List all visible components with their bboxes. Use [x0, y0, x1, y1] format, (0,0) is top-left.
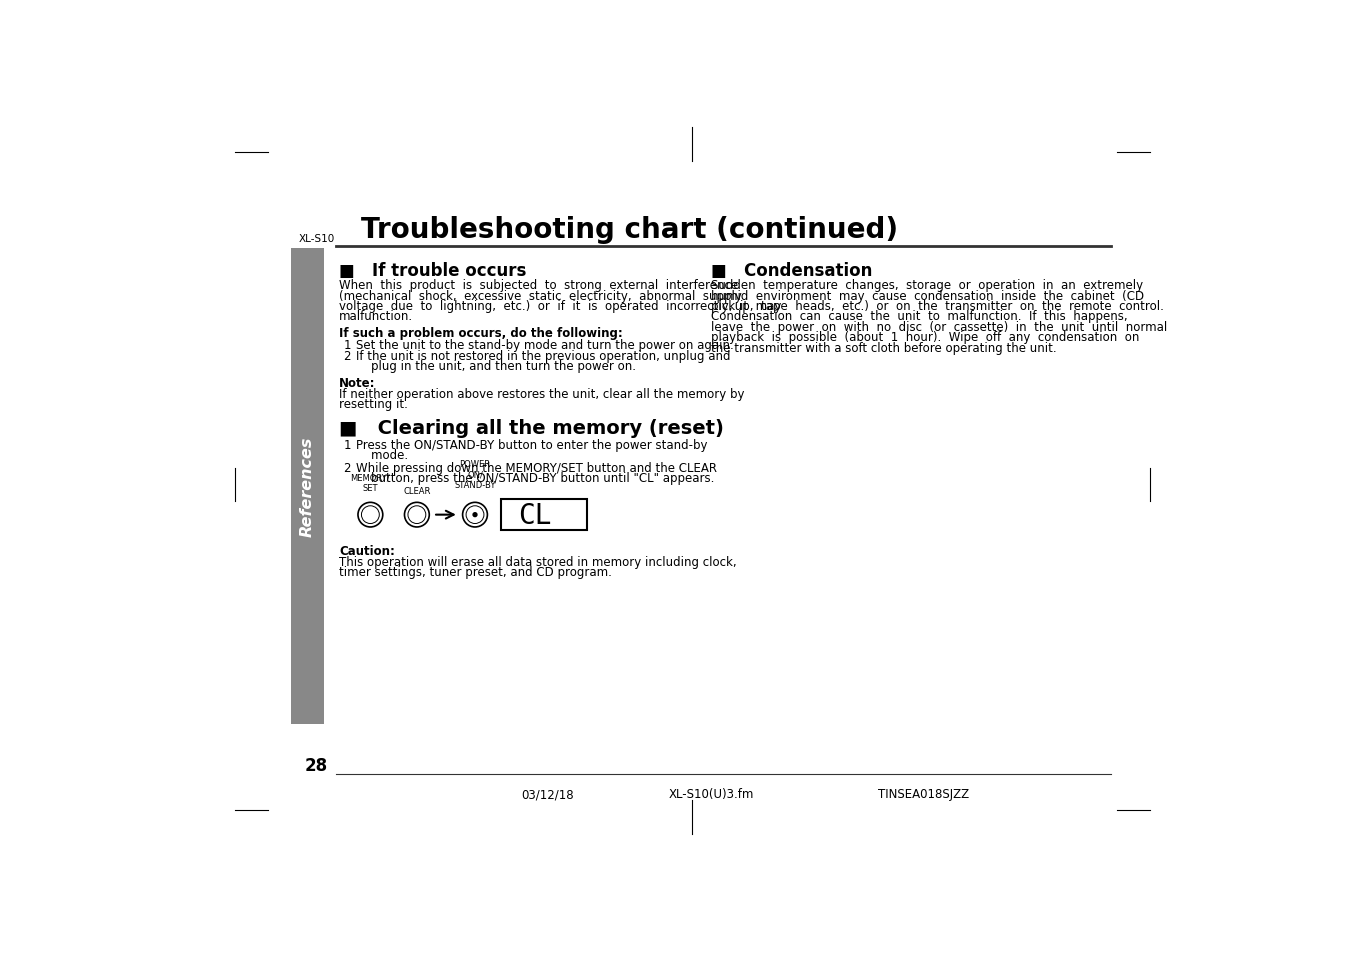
Text: playback  is  possible  (about  1  hour).  Wipe  off  any  condensation  on: playback is possible (about 1 hour). Wip…: [712, 331, 1140, 344]
Text: the transmitter with a soft cloth before operating the unit.: the transmitter with a soft cloth before…: [712, 341, 1056, 355]
Text: 2: 2: [343, 461, 351, 475]
Text: Caution:: Caution:: [339, 544, 396, 558]
Text: POWER
ON/
STAND-BY: POWER ON/ STAND-BY: [454, 460, 496, 490]
Text: This operation will erase all data stored in memory including clock,: This operation will erase all data store…: [339, 555, 738, 568]
Text: When  this  product  is  subjected  to  strong  external  interference: When this product is subjected to strong…: [339, 279, 739, 292]
Text: ■   Condensation: ■ Condensation: [712, 262, 873, 280]
Text: 1: 1: [343, 339, 351, 352]
Text: Set the unit to the stand-by mode and turn the power on again.: Set the unit to the stand-by mode and tu…: [357, 339, 734, 352]
Text: 2: 2: [343, 350, 351, 363]
Bar: [501, 499, 586, 531]
Text: malfunction.: malfunction.: [339, 310, 413, 323]
Text: CL: CL: [519, 501, 553, 529]
Text: CLEAR: CLEAR: [403, 487, 431, 496]
Text: If the unit is not restored in the previous operation, unplug and: If the unit is not restored in the previ…: [357, 350, 731, 363]
Text: References: References: [300, 436, 315, 537]
Text: button, press the ON/STAND-BY button until "CL" appears.: button, press the ON/STAND-BY button unt…: [357, 472, 715, 484]
Text: While pressing down the MEMORY/SET button and the CLEAR: While pressing down the MEMORY/SET butto…: [357, 461, 717, 475]
Text: MEMORY/
SET: MEMORY/ SET: [350, 473, 390, 492]
Circle shape: [473, 513, 477, 517]
Text: humid  environment  may  cause  condensation  inside  the  cabinet  (CD: humid environment may cause condensation…: [712, 290, 1144, 302]
Text: 1: 1: [343, 438, 351, 451]
Bar: [292, 249, 324, 724]
Text: (mechanical  shock,  excessive  static  electricity,  abnormal  supply: (mechanical shock, excessive static elec…: [339, 290, 742, 302]
Text: leave  the  power  on  with  no  disc  (or  cassette)  in  the  unit  until  nor: leave the power on with no disc (or cass…: [712, 320, 1167, 334]
Text: Note:: Note:: [339, 376, 376, 390]
Text: ■   If trouble occurs: ■ If trouble occurs: [339, 262, 527, 280]
Text: Press the ON/STAND-BY button to enter the power stand-by: Press the ON/STAND-BY button to enter th…: [357, 438, 708, 451]
Text: If such a problem occurs, do the following:: If such a problem occurs, do the followi…: [339, 327, 623, 339]
Text: If neither operation above restores the unit, clear all the memory by: If neither operation above restores the …: [339, 388, 744, 400]
Text: Troubleshooting chart (continued): Troubleshooting chart (continued): [361, 215, 898, 244]
Text: pickup,  tape  heads,  etc.)  or  on  the  transmitter  on  the  remote  control: pickup, tape heads, etc.) or on the tran…: [712, 300, 1165, 313]
Text: Sudden  temperature  changes,  storage  or  operation  in  an  extremely: Sudden temperature changes, storage or o…: [712, 279, 1143, 292]
Text: 03/12/18: 03/12/18: [521, 787, 574, 801]
Text: Condensation  can  cause  the  unit  to  malfunction.  If  this  happens,: Condensation can cause the unit to malfu…: [712, 310, 1128, 323]
Text: ■   Clearing all the memory (reset): ■ Clearing all the memory (reset): [339, 419, 724, 438]
Text: voltage  due  to  lightning,  etc.)  or  if  it  is  operated  incorrectly,  it : voltage due to lightning, etc.) or if it…: [339, 300, 782, 313]
Text: 28: 28: [304, 757, 328, 775]
Text: timer settings, tuner preset, and CD program.: timer settings, tuner preset, and CD pro…: [339, 565, 612, 578]
Text: plug in the unit, and then turn the power on.: plug in the unit, and then turn the powe…: [357, 359, 636, 373]
Text: XL-S10(U)3.fm: XL-S10(U)3.fm: [669, 787, 754, 801]
Text: TINSEA018SJZZ: TINSEA018SJZZ: [878, 787, 969, 801]
Text: mode.: mode.: [357, 448, 408, 461]
Text: resetting it.: resetting it.: [339, 397, 408, 411]
Text: XL-S10: XL-S10: [299, 233, 335, 244]
